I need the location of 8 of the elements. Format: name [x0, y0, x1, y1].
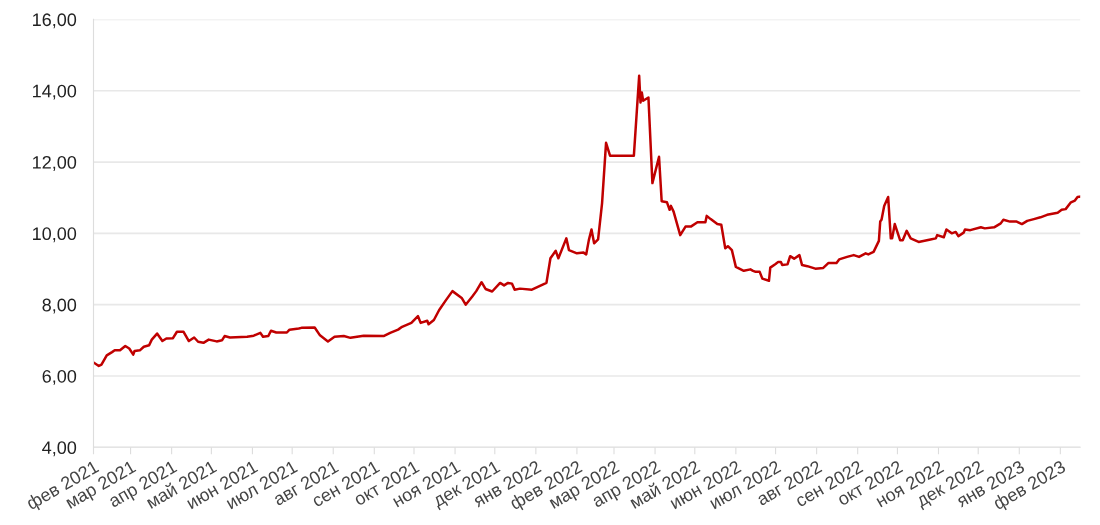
y-tick-label: 10,00 — [33, 227, 77, 243]
y-tick-label: 6,00 — [42, 369, 77, 385]
y-tick-label: 14,00 — [33, 84, 77, 100]
y-tick-label: 12,00 — [33, 155, 77, 171]
y-tick-label: 16,00 — [33, 13, 77, 29]
y-tick-label: 4,00 — [42, 441, 77, 457]
y-tick-label: 8,00 — [42, 298, 77, 314]
line-series — [93, 74, 1081, 368]
